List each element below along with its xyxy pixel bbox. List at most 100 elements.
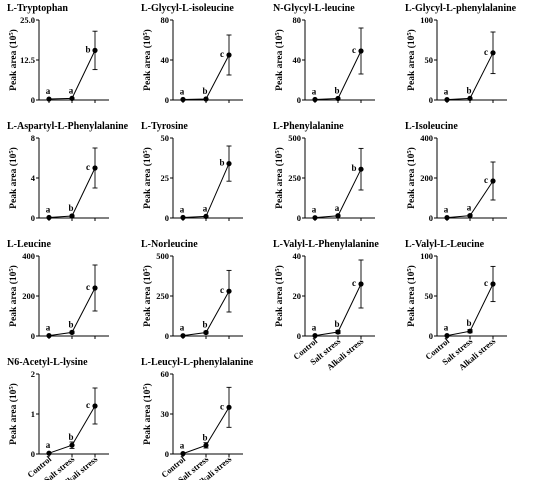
significance-letter: b — [466, 85, 471, 95]
data-point — [46, 96, 52, 102]
chart-panel-4: L-Glycyl-L-phenylalanine Peak area (105) 0… — [405, 3, 517, 105]
chart-panel-6: L-Tyrosine Peak area (105) 0 25 50 a a b — [141, 121, 243, 223]
significance-letter: a — [46, 440, 51, 450]
y-tick-label: 50 — [425, 55, 434, 65]
chart-panel-9: L-Leucine Peak area (105) 0 200 400 a b c — [7, 239, 109, 341]
data-point — [203, 329, 209, 336]
y-axis-label: Peak area (105) — [406, 29, 417, 91]
data-point — [180, 214, 186, 221]
y-tick-label: 0 — [429, 213, 433, 223]
significance-letter: b — [68, 432, 73, 442]
significance-letter: c — [220, 285, 224, 295]
data-point — [46, 333, 52, 339]
data-point — [69, 442, 75, 448]
panel-title: L-Valyl-L-Phenylalanine — [273, 239, 379, 250]
chart-panel-2: L-Glycyl-L-isoleucine Peak area (105) 0 40 8… — [141, 3, 243, 105]
y-tick-label: 40 — [161, 55, 170, 65]
data-point — [46, 450, 52, 456]
chart-panel-5: L-Aspartyl-L-Phenylalanine Peak area (105… — [7, 121, 129, 223]
data-point — [467, 328, 473, 334]
data-point — [358, 48, 364, 54]
data-point — [46, 214, 52, 221]
chart-panel-12: L-Valyl-L-Leucine Peak area (105) 0 50 100 a b… — [405, 239, 507, 372]
data-point — [92, 285, 98, 291]
data-point — [335, 95, 341, 102]
y-tick-label: 25 — [161, 173, 170, 183]
significance-letter: b — [351, 163, 356, 173]
data-point — [92, 403, 98, 409]
significance-letter: b — [219, 158, 224, 168]
data-point — [226, 161, 232, 167]
y-tick-label: 250 — [156, 291, 169, 301]
significance-letter: b — [466, 318, 471, 328]
y-tick-label: 0 — [31, 95, 35, 105]
data-point — [444, 215, 450, 221]
significance-letter: b — [68, 203, 73, 213]
panel-title: L-Glycyl-L-phenylalanine — [405, 3, 517, 14]
significance-letter: b — [334, 86, 339, 96]
significance-letter: a — [444, 323, 449, 333]
y-tick-label: 0 — [297, 95, 301, 105]
y-tick-label: 500 — [156, 251, 169, 261]
panel-title: L-Leucyl-L-phenylalanine — [141, 357, 254, 368]
data-point — [69, 329, 75, 335]
panel-title: L-Tryptophan — [7, 3, 68, 14]
y-tick-label: 250 — [288, 173, 301, 183]
data-point — [467, 213, 473, 219]
y-tick-label: 0 — [429, 95, 433, 105]
significance-letter: a — [444, 87, 449, 97]
panel-title: L-Glycyl-L-isoleucine — [141, 3, 234, 14]
significance-letter: c — [86, 282, 90, 292]
y-tick-label: 200 — [420, 173, 433, 183]
data-point — [467, 95, 473, 101]
y-tick-label: 400 — [22, 251, 35, 261]
data-point — [335, 213, 341, 219]
significance-letter: a — [467, 203, 472, 213]
panel-title: N-Glycyl-L-leucine — [273, 3, 355, 14]
data-point — [92, 47, 98, 54]
y-tick-label: 0 — [429, 331, 433, 341]
significance-letter: c — [352, 278, 356, 288]
chart-panel-3: N-Glycyl-L-leucine Peak area (105) 0 40 80 a b… — [273, 3, 375, 105]
data-point — [226, 404, 232, 410]
panel-title: L-Valyl-L-Leucine — [405, 239, 485, 250]
y-axis-label: Peak area (105) — [8, 29, 19, 91]
y-axis-label: Peak area (105) — [142, 265, 153, 327]
y-tick-label: 0 — [165, 95, 169, 105]
data-point — [490, 178, 496, 184]
panel-title: L-Isoleucine — [405, 121, 458, 132]
data-point — [180, 333, 186, 339]
y-tick-label: 60 — [161, 369, 170, 379]
chart-panel-8: L-Isoleucine Peak area (105) 0 200 400 a a c — [405, 121, 507, 223]
y-tick-label: 0 — [31, 331, 35, 341]
data-point — [180, 96, 186, 103]
y-tick-label: 25.0 — [20, 15, 35, 25]
significance-letter: b — [68, 319, 73, 329]
significance-letter: b — [202, 432, 207, 442]
data-point — [335, 329, 341, 335]
significance-letter: b — [334, 319, 339, 329]
chart-panel-10: L-Norleucine Peak area (105) 0 250 500 a b c — [141, 239, 243, 341]
significance-letter: a — [180, 323, 185, 333]
y-tick-label: 0 — [165, 213, 169, 223]
data-point — [69, 213, 75, 219]
significance-letter: b — [202, 319, 207, 329]
panel-title: L-Leucine — [7, 239, 51, 250]
data-point — [444, 97, 450, 103]
y-axis-label: Peak area (105) — [274, 147, 285, 209]
significance-letter: c — [484, 278, 488, 288]
data-point — [358, 281, 364, 287]
y-tick-label: 100 — [420, 251, 433, 261]
y-tick-label: 0 — [31, 449, 35, 459]
data-point — [490, 281, 496, 287]
y-tick-label: 0 — [297, 331, 301, 341]
y-tick-label: 200 — [22, 291, 35, 301]
data-point — [226, 288, 232, 294]
data-point — [203, 213, 209, 219]
y-axis-label: Peak area (105) — [142, 147, 153, 209]
data-point — [312, 215, 318, 221]
panel-title: N6-Acetyl-L-lysine — [7, 357, 88, 368]
data-point — [226, 52, 232, 58]
